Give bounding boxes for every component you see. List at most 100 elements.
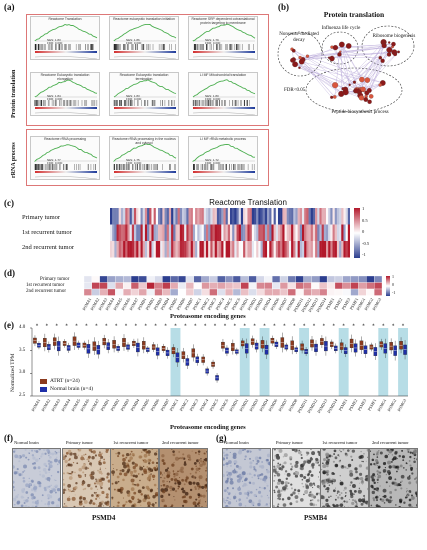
legend-label-normal: Normal brain (n=4) [50, 386, 94, 392]
heatmap-cell [306, 241, 309, 258]
heatmap-cell [312, 241, 316, 258]
heatmap-cell [240, 224, 244, 241]
significance-marker: * [283, 324, 286, 330]
heatmap-cell [374, 276, 382, 283]
heatmap-cell [287, 282, 296, 290]
gsea-plot: Reactome SRP dependent cotranslational p… [188, 16, 258, 60]
heatmap-cell [107, 276, 116, 283]
heatmap-cell [221, 241, 224, 258]
heatmap-cell [192, 241, 196, 258]
heatmap-cell [304, 224, 307, 241]
heatmap-cell [339, 208, 342, 225]
heatmap-cell [326, 288, 336, 296]
heatmap-cell [138, 224, 141, 241]
heatmap-cell [138, 208, 141, 225]
panel-label-f: (f) [4, 433, 13, 443]
heatmap-cell [230, 241, 233, 258]
heatmap-cell [299, 241, 303, 258]
heatmap-cell [114, 208, 117, 225]
heatmap-cell [99, 288, 108, 296]
heatmap-cell [225, 224, 229, 241]
colorbar-tick: -0.5 [362, 240, 370, 246]
heatmap-cell [293, 241, 296, 258]
significance-marker: * [95, 324, 98, 330]
box-normal [353, 339, 358, 357]
heatmap-cell [238, 241, 242, 258]
gsea-plot-title: Reactome Translation [48, 17, 82, 21]
heatmap-cell [330, 241, 333, 258]
heatmap-cell [248, 276, 257, 283]
heatmap-cell [256, 282, 265, 290]
heatmap-cell [185, 282, 194, 290]
heatmap-cell [347, 208, 350, 225]
network-node [378, 83, 382, 87]
box-atrt [221, 338, 225, 352]
heatmap-cell [271, 208, 274, 225]
heatmap-cell [186, 208, 189, 225]
heatmap-cell [249, 241, 253, 258]
ihc-f-label-primary: Primary tumor [66, 440, 93, 445]
heatmap-cell [272, 282, 281, 290]
heatmap-cell [236, 241, 239, 258]
box-atrt [161, 343, 166, 353]
heatmap-cell [284, 208, 287, 225]
heatmap-cell [188, 241, 191, 258]
significance-marker: * [313, 324, 316, 330]
heatmap-cell [279, 276, 289, 283]
gsea-plot: LI MF Mitochondrial translation NES: 1.80… [188, 72, 258, 116]
heatmap-cell [299, 224, 303, 241]
significance-marker: * [115, 324, 118, 330]
heatmap-cell [195, 208, 198, 225]
heatmap-c [110, 208, 350, 258]
heatmap-cell [142, 208, 146, 225]
heatmap-cell [199, 224, 202, 241]
heatmap-cell [232, 208, 235, 225]
heatmap-cell [311, 276, 320, 283]
heatmap-cell [184, 208, 187, 225]
box-normal [195, 353, 200, 366]
heatmap-cell [251, 208, 255, 225]
heatmap-cell [197, 241, 200, 258]
heatmap-cell [326, 208, 329, 225]
heatmap-cell [342, 288, 351, 296]
heatmap-cell [151, 241, 154, 258]
network-node [353, 88, 359, 94]
heatmap-cell [267, 241, 270, 258]
heatmap-cell [219, 208, 222, 225]
heatmap-cell [112, 241, 115, 258]
heatmap-cell [138, 276, 147, 283]
heatmap-cell [260, 224, 263, 241]
heatmap-cell [311, 282, 320, 290]
heatmap-cell [293, 208, 296, 225]
heatmap-cell [208, 208, 211, 225]
heatmap-cell [201, 224, 205, 241]
legend-item-normal: Normal brain (n=4) [40, 386, 93, 392]
ihc-f-gene: PSMD4 [92, 514, 116, 522]
heatmap-cell [188, 208, 191, 225]
heatmap-cell [302, 208, 305, 225]
box-atrt [132, 338, 136, 348]
heatmap-cell [302, 224, 305, 241]
heatmap-cell [291, 224, 294, 241]
heatmap-cell [140, 224, 143, 241]
heatmap-cell [286, 224, 290, 241]
heatmap-cell [227, 208, 231, 225]
box-atrt [171, 344, 176, 358]
heatmap-cell [304, 241, 307, 258]
gsea-plot-title: Reactome eukaryotic translation initiati… [113, 17, 175, 21]
heatmap-cell [225, 241, 229, 258]
heatmap-cell [217, 282, 226, 290]
heatmap-cell [256, 224, 259, 241]
heatmap-cell [203, 224, 207, 241]
heatmap-cell [107, 288, 116, 296]
legend-swatch-atrt [40, 378, 47, 384]
heatmap-cell [177, 282, 187, 290]
heatmap-cell [130, 276, 140, 283]
heatmap-cell [350, 276, 359, 283]
heatmap-cell [206, 241, 209, 258]
heatmap-cell [177, 208, 181, 225]
box-normal [96, 340, 101, 359]
heatmap-cell [288, 208, 292, 225]
heatmap-cell [262, 224, 266, 241]
heatmap-cell [136, 224, 139, 241]
